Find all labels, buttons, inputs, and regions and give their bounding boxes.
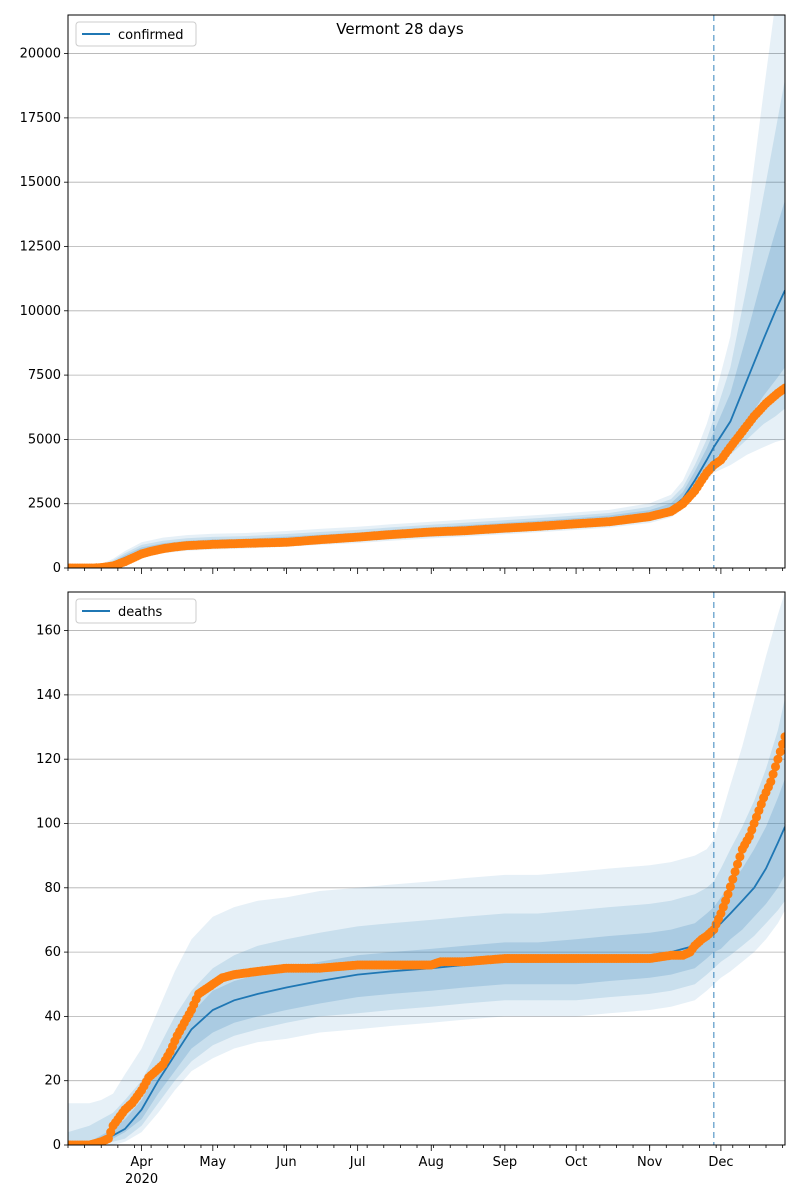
data-point: [735, 852, 745, 862]
x-tick-label: Apr: [130, 1155, 153, 1170]
y-tick-label: 12500: [20, 239, 61, 254]
y-tick-label: 15000: [20, 175, 61, 190]
legend-label: deaths: [118, 605, 163, 620]
axes-frame: [67, 591, 786, 1146]
x-tick-label: Dec: [708, 1155, 733, 1170]
x-tick-label: Jun: [275, 1155, 296, 1170]
uncertainty-band-outer: [68, 592, 785, 1145]
y-tick-label: 0: [53, 1138, 61, 1153]
data-point: [728, 874, 738, 884]
y-tick-label: 60: [44, 945, 61, 960]
data-point: [768, 769, 778, 779]
legend-box: [75, 21, 197, 47]
x-tick-label: Jul: [349, 1155, 366, 1170]
y-tick-label: 17500: [20, 111, 61, 126]
y-tick-label: 2500: [28, 497, 61, 512]
x-tick-label: Nov: [637, 1155, 663, 1170]
uncertainty-band-outer: [68, 15, 785, 568]
axes-frame: [67, 14, 786, 569]
x-tick-label: Sep: [493, 1155, 518, 1170]
chart-title: Vermont 28 days: [336, 20, 464, 38]
data-point: [780, 732, 785, 742]
y-tick-label: 100: [36, 816, 61, 831]
data-point: [723, 889, 733, 899]
legend-box: [75, 598, 197, 624]
y-tick-label: 5000: [28, 432, 61, 447]
y-tick-label: 0: [53, 561, 61, 576]
uncertainty-band-middle: [68, 79, 785, 568]
data-point: [780, 383, 785, 393]
x-tick-label: Aug: [419, 1155, 444, 1170]
x-year-label: 2020: [125, 1172, 158, 1187]
y-tick-label: 20: [44, 1074, 61, 1089]
plot-area: [68, 15, 785, 568]
y-tick-label: 160: [36, 624, 61, 639]
x-tick-label: May: [199, 1155, 226, 1170]
data-point: [733, 859, 742, 869]
data-point: [775, 747, 785, 757]
uncertainty-band-middle: [68, 698, 785, 1145]
x-tick-label: Oct: [565, 1155, 587, 1170]
data-point: [773, 754, 783, 764]
y-tick-label: 20000: [20, 47, 61, 62]
y-tick-label: 140: [36, 688, 61, 703]
data-point: [771, 762, 780, 772]
data-point: [725, 882, 735, 892]
y-tick-label: 10000: [20, 304, 61, 319]
legend-label: confirmed: [118, 28, 184, 43]
data-point: [730, 867, 740, 877]
y-tick-label: 80: [44, 881, 61, 896]
data-point: [778, 739, 785, 749]
plot-area: [68, 592, 785, 1145]
y-tick-label: 7500: [28, 368, 61, 383]
y-tick-label: 120: [36, 752, 61, 767]
y-tick-label: 40: [44, 1009, 61, 1024]
data-point: [766, 777, 776, 787]
